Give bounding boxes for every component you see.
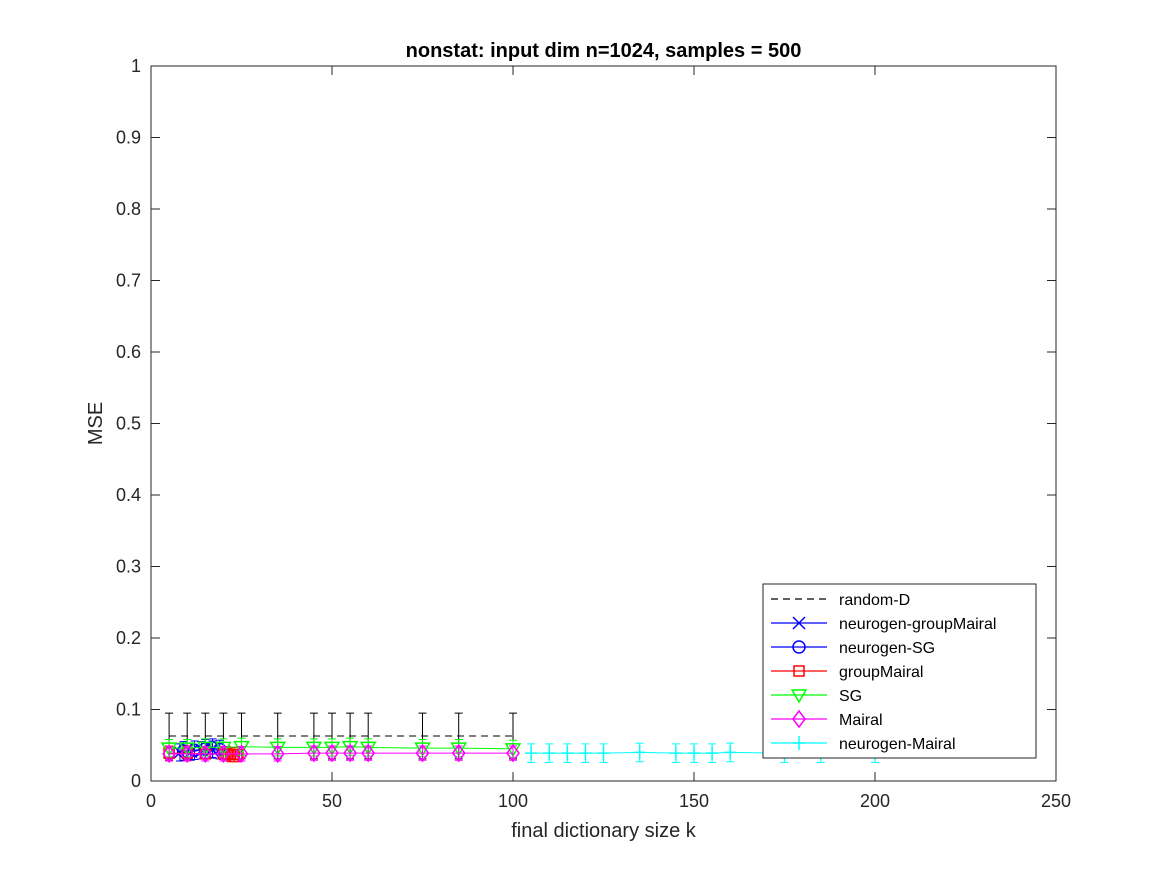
data-point: [270, 744, 285, 764]
data-point: [233, 740, 250, 756]
data-point: [525, 746, 538, 761]
data-point: [180, 744, 195, 764]
x-axis-label: final dictionary size k: [511, 820, 697, 842]
data-point: [359, 741, 377, 756]
y-tick-label: 0.7: [116, 271, 141, 291]
legend-label: groupMairal: [839, 664, 923, 681]
data-point: [305, 741, 323, 756]
data-point: [633, 745, 646, 760]
y-tick-label: 0.6: [116, 342, 141, 362]
series-layer: [160, 712, 881, 764]
data-point: [215, 741, 232, 756]
legend-marker: [793, 665, 805, 677]
x-tick-label: 100: [498, 791, 528, 811]
x-tick-label: 150: [679, 791, 709, 811]
x-tick-label: 0: [146, 791, 156, 811]
legend-marker: [792, 640, 806, 654]
legend-marker: [792, 616, 806, 630]
data-point: [415, 743, 430, 763]
data-point: [162, 744, 177, 764]
data-point: [178, 742, 196, 757]
legend-marker: [793, 736, 805, 750]
y-tick-label: 0.3: [116, 557, 141, 577]
data-point: [325, 743, 339, 763]
y-tick-label: 0.5: [116, 414, 141, 434]
data-point: [341, 740, 359, 756]
data-point: [196, 741, 214, 756]
legend-label: random-D: [839, 592, 910, 609]
x-tick-label: 200: [860, 791, 890, 811]
y-tick-label: 0.1: [116, 700, 141, 720]
data-point: [323, 741, 341, 756]
y-tick-label: 0: [131, 771, 141, 791]
legend: random-D neurogen-groupMairal neurogen-SG g…: [762, 583, 1037, 759]
legend-label: SG: [839, 688, 862, 705]
data-point: [579, 746, 592, 761]
y-tick-label: 0.2: [116, 628, 141, 648]
data-point: [706, 746, 719, 761]
data-point: [198, 744, 213, 764]
legend-label: Mairal: [839, 712, 883, 729]
data-point: [597, 746, 610, 761]
series-line: [169, 752, 513, 755]
axis-ticks: 0 50 100 150 200 250 0 0.1 0.2 0.3 0.4 0.5 0.6 0.7 0.8…: [116, 56, 1071, 811]
y-tick-label: 1: [131, 56, 141, 76]
data-point: [451, 743, 466, 763]
x-tick-label: 50: [322, 791, 342, 811]
data-point: [561, 746, 574, 761]
data-point: [669, 746, 682, 761]
data-point: [234, 744, 249, 764]
y-tick-label: 0.8: [116, 199, 141, 219]
chart-title: nonstat: input dim n=1024, samples = 500: [406, 40, 802, 62]
data-point: [160, 742, 178, 757]
data-point: [543, 746, 556, 761]
series-Mairal: [162, 743, 520, 764]
legend-label: neurogen-SG: [839, 640, 935, 657]
legend-marker: [792, 709, 806, 729]
x-tick-label: 250: [1041, 791, 1071, 811]
data-point: [343, 743, 358, 763]
data-point: [306, 743, 321, 763]
data-point: [269, 741, 287, 756]
y-tick-label: 0.4: [116, 485, 141, 505]
legend-label: neurogen-groupMairal: [839, 616, 996, 633]
data-point: [216, 744, 231, 764]
y-axis-label: MSE: [85, 402, 107, 445]
data-point: [506, 743, 520, 763]
data-point: [724, 745, 737, 760]
data-point: [688, 746, 700, 761]
y-tick-label: 0.9: [116, 128, 141, 148]
data-point: [361, 743, 376, 763]
legend-marker: [790, 689, 808, 704]
legend-label: neurogen-Mairal: [839, 736, 956, 753]
